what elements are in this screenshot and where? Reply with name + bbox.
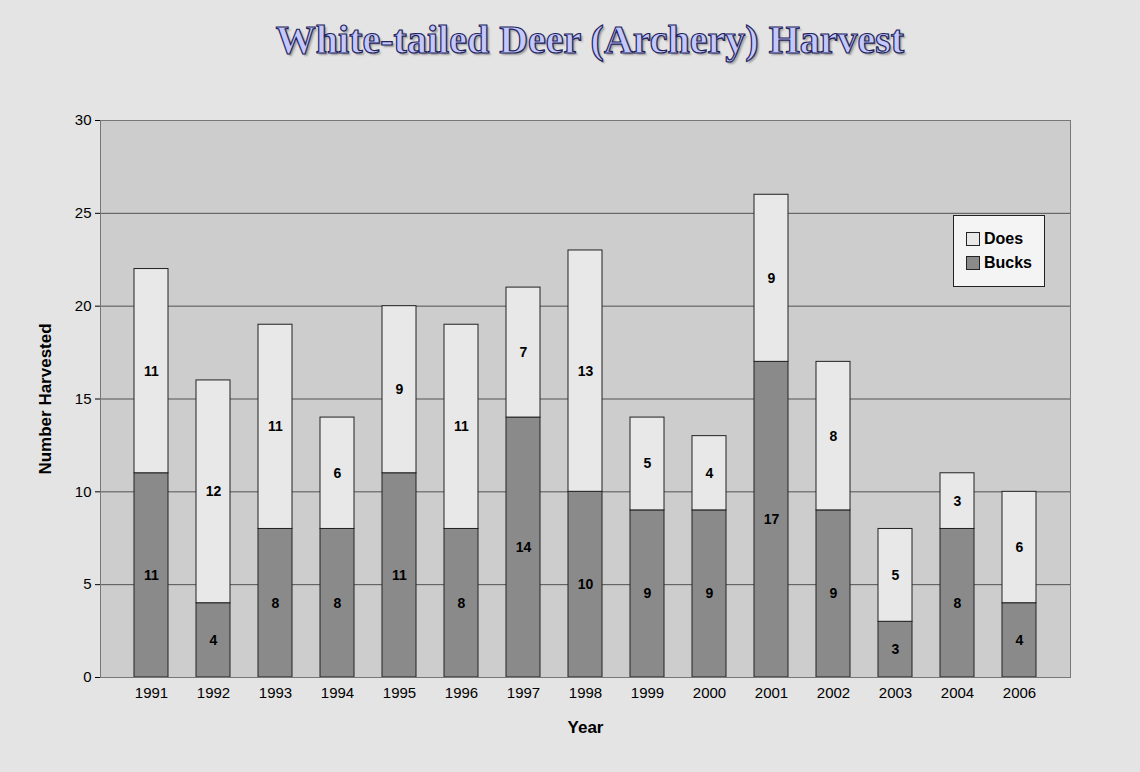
svg-text:1996: 1996 bbox=[445, 684, 478, 701]
svg-text:2000: 2000 bbox=[693, 684, 726, 701]
svg-text:2003: 2003 bbox=[879, 684, 912, 701]
svg-text:8: 8 bbox=[830, 428, 838, 444]
svg-text:9: 9 bbox=[830, 585, 838, 601]
svg-text:8: 8 bbox=[334, 595, 342, 611]
svg-text:7: 7 bbox=[520, 344, 528, 360]
svg-text:13: 13 bbox=[578, 363, 594, 379]
svg-text:9: 9 bbox=[768, 270, 776, 286]
svg-text:5: 5 bbox=[892, 567, 900, 583]
svg-text:11: 11 bbox=[392, 567, 407, 583]
svg-text:1995: 1995 bbox=[383, 684, 416, 701]
svg-text:10: 10 bbox=[75, 483, 92, 500]
svg-text:6: 6 bbox=[334, 465, 342, 481]
svg-text:0: 0 bbox=[83, 668, 91, 685]
svg-text:10: 10 bbox=[578, 576, 594, 592]
html-text:Does: Does bbox=[984, 230, 1024, 247]
svg-text:3: 3 bbox=[954, 493, 962, 509]
svg-text:9: 9 bbox=[396, 381, 404, 397]
svg-text:1998: 1998 bbox=[569, 684, 602, 701]
svg-text:8: 8 bbox=[954, 595, 962, 611]
svg-text:Number Harvested: Number Harvested bbox=[36, 323, 55, 474]
svg-text:6: 6 bbox=[1016, 539, 1024, 555]
svg-text:1992: 1992 bbox=[197, 684, 230, 701]
svg-text:11: 11 bbox=[144, 567, 159, 583]
svg-text:2002: 2002 bbox=[817, 684, 850, 701]
svg-text:1994: 1994 bbox=[321, 684, 354, 701]
svg-text:4: 4 bbox=[210, 632, 218, 648]
svg-text:20: 20 bbox=[75, 297, 92, 314]
svg-text:3: 3 bbox=[892, 641, 900, 657]
svg-text:2001: 2001 bbox=[755, 684, 788, 701]
svg-text:Year: Year bbox=[568, 718, 604, 737]
svg-text:1997: 1997 bbox=[507, 684, 540, 701]
svg-text:9: 9 bbox=[644, 585, 652, 601]
svg-text:4: 4 bbox=[706, 465, 714, 481]
svg-text:1993: 1993 bbox=[259, 684, 292, 701]
svg-text:1999: 1999 bbox=[631, 684, 664, 701]
svg-text:12: 12 bbox=[206, 483, 222, 499]
html-text:White-tailed Deer (Archery) Ha: White-tailed Deer (Archery) Harvest bbox=[275, 17, 905, 62]
svg-text:14: 14 bbox=[516, 539, 532, 555]
svg-text:25: 25 bbox=[75, 204, 92, 221]
svg-text:17: 17 bbox=[764, 511, 780, 527]
svg-text:11: 11 bbox=[268, 418, 283, 434]
svg-text:11: 11 bbox=[454, 418, 469, 434]
svg-text:15: 15 bbox=[75, 390, 92, 407]
svg-text:30: 30 bbox=[75, 111, 92, 128]
svg-text:5: 5 bbox=[644, 455, 652, 471]
svg-text:1991: 1991 bbox=[135, 684, 168, 701]
html-text:Bucks: Bucks bbox=[984, 254, 1032, 271]
svg-text:4: 4 bbox=[1016, 632, 1024, 648]
svg-text:5: 5 bbox=[83, 575, 91, 592]
svg-text:2006: 2006 bbox=[1003, 684, 1036, 701]
svg-text:11: 11 bbox=[144, 363, 159, 379]
svg-text:8: 8 bbox=[272, 595, 280, 611]
svg-text:2004: 2004 bbox=[941, 684, 974, 701]
svg-text:9: 9 bbox=[706, 585, 714, 601]
svg-text:8: 8 bbox=[458, 595, 466, 611]
